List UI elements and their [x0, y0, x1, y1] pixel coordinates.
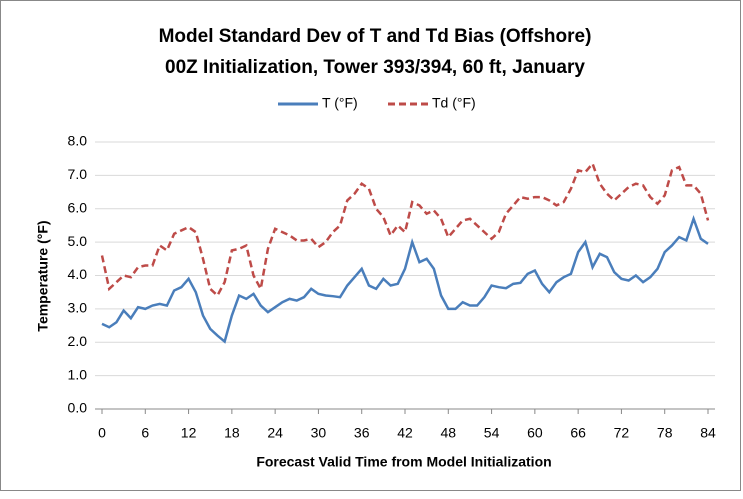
x-tick-label: 0: [98, 425, 106, 441]
x-tick-label: 12: [181, 425, 197, 441]
data-line: [100, 161, 710, 298]
x-tick-label: 36: [354, 425, 370, 441]
x-tick-label: 42: [397, 425, 413, 441]
x-tick-label: 60: [527, 425, 543, 441]
chart-subtitle: 00Z Initialization, Tower 393/394, 60 ft…: [165, 57, 585, 78]
y-tick-label: 5.0: [68, 233, 88, 249]
y-tick-label: 3.0: [68, 300, 88, 316]
y-tick-label: 2.0: [68, 333, 88, 349]
x-tick-label: 66: [570, 425, 586, 441]
y-tick-label: 7.0: [68, 166, 88, 182]
x-tick-label: 84: [700, 425, 716, 441]
x-tick-label: 48: [440, 425, 456, 441]
y-tick-label: 6.0: [68, 199, 88, 215]
chart-title: Model Standard Dev of T and Td Bias (Off…: [159, 26, 592, 47]
x-axis-label: Forecast Valid Time from Model Initializ…: [256, 454, 551, 470]
y-tick-label: 8.0: [68, 133, 88, 149]
legend-label: Td (°F): [432, 95, 476, 111]
x-tick-label: 30: [311, 425, 327, 441]
y-tick-label: 4.0: [68, 266, 88, 282]
x-tick-label: 72: [614, 425, 630, 441]
legend-label: T (°F): [322, 95, 358, 111]
y-axis-label: Temperature (°F): [35, 220, 51, 331]
x-tick-label: 18: [224, 425, 240, 441]
y-tick-label: 1.0: [68, 366, 88, 382]
x-tick-label: 24: [267, 425, 283, 441]
y-tick-label: 0.0: [68, 400, 88, 416]
data-line: [101, 214, 709, 344]
x-tick-label: 78: [657, 425, 673, 441]
x-tick-label: 54: [484, 425, 500, 441]
x-tick-label: 6: [141, 425, 149, 441]
